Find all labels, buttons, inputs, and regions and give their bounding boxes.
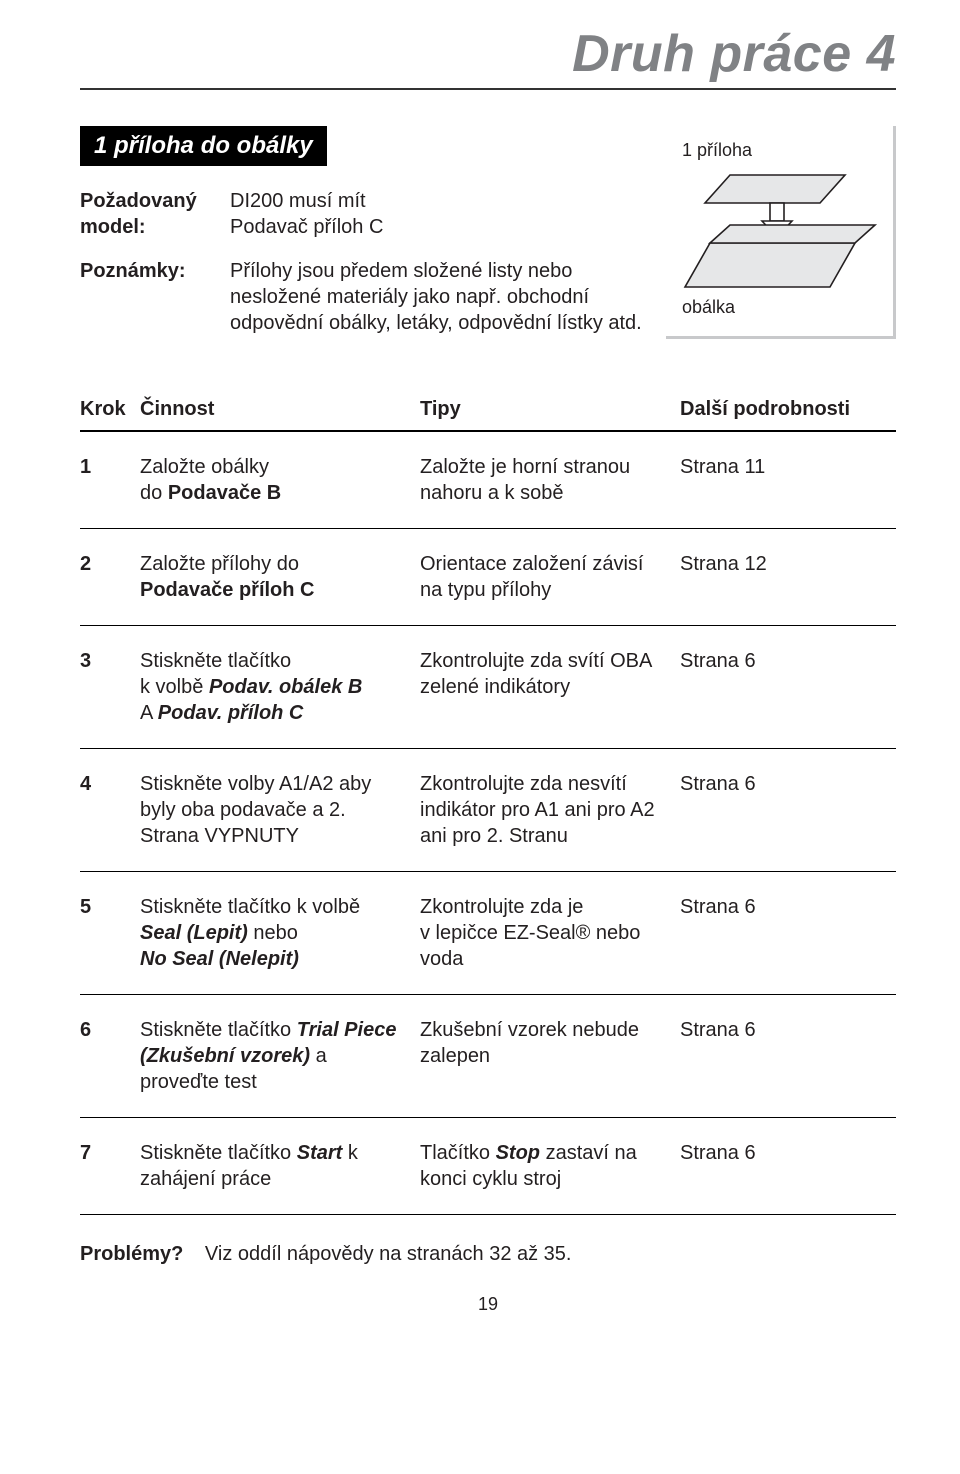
step-tip: Tlačítko Stop zastaví na konci cyklu str… — [420, 1140, 680, 1192]
troubleshoot-question: Problémy? — [80, 1243, 183, 1265]
table-row: 1Založte obálkydo Podavače BZaložte je h… — [80, 432, 896, 529]
step-action: Založte přílohy doPodavače příloh C — [140, 551, 420, 603]
table-row: 3Stiskněte tlačítkok volbě Podav. obálek… — [80, 626, 896, 749]
table-row: 2Založte přílohy doPodavače příloh COrie… — [80, 529, 896, 626]
step-number: 5 — [80, 894, 140, 972]
step-tip: Zkontrolujte zda je v lepičce EZ-Seal® n… — [420, 894, 680, 972]
insert-envelope-diagram — [680, 165, 880, 295]
step-number: 7 — [80, 1140, 140, 1192]
step-more: Strana 6 — [680, 771, 896, 849]
table-header: Krok Činnost Tipy Další podrobnosti — [80, 388, 896, 432]
meta-text: DI200 musí mítPodavač příloh C — [230, 188, 646, 240]
step-more: Strana 6 — [680, 894, 896, 972]
title-rule — [80, 88, 896, 90]
step-more: Strana 6 — [680, 1140, 896, 1192]
meta-notes: Poznámky: Přílohy jsou předem složené li… — [80, 258, 646, 336]
page-number: 19 — [80, 1294, 896, 1315]
step-tip: Založte je horní stranou nahoru a k sobě — [420, 454, 680, 506]
step-tip: Orientace založení závisí na typu příloh… — [420, 551, 680, 603]
step-more: Strana 6 — [680, 1017, 896, 1095]
step-action: Stiskněte tlačítkok volbě Podav. obálek … — [140, 648, 420, 726]
diagram-label-bottom: obálka — [682, 297, 883, 318]
meta-text: Přílohy jsou předem složené listy nebo n… — [230, 258, 646, 336]
step-number: 3 — [80, 648, 140, 726]
step-more: Strana 12 — [680, 551, 896, 603]
table-row: 5Stiskněte tlačítko k volbě Seal (Lepit)… — [80, 872, 896, 995]
section-badge: 1 příloha do obálky — [80, 126, 327, 166]
col-head-step: Krok — [80, 396, 140, 422]
step-more: Strana 6 — [680, 648, 896, 726]
step-number: 4 — [80, 771, 140, 849]
step-action: Stiskněte tlačítko k volbě Seal (Lepit) … — [140, 894, 420, 972]
table-row: 7Stiskněte tlačítko Start k zahájení prá… — [80, 1118, 896, 1215]
diagram-label-top: 1 příloha — [682, 140, 883, 161]
step-tip: Zkušební vzorek nebude zalepen — [420, 1017, 680, 1095]
col-head-tip: Tipy — [420, 396, 680, 422]
troubleshoot-line: Problémy? Viz oddíl nápovědy na stranách… — [80, 1243, 896, 1266]
troubleshoot-text: Viz oddíl nápovědy na stranách 32 až 35. — [205, 1243, 572, 1265]
step-action: Založte obálkydo Podavače B — [140, 454, 420, 506]
meta-label: Poznámky: — [80, 258, 230, 336]
table-body: 1Založte obálkydo Podavače BZaložte je h… — [80, 432, 896, 1215]
step-number: 2 — [80, 551, 140, 603]
col-head-action: Činnost — [140, 396, 420, 422]
meta-label: Požadovaný model: — [80, 188, 230, 240]
step-number: 1 — [80, 454, 140, 506]
col-head-more: Další podrobnosti — [680, 396, 896, 422]
step-number: 6 — [80, 1017, 140, 1095]
intro-row: 1 příloha do obálky Požadovaný model: DI… — [80, 126, 896, 354]
step-more: Strana 11 — [680, 454, 896, 506]
step-tip: Zkontrolujte zda nesvítí indikátor pro A… — [420, 771, 680, 849]
step-tip: Zkontrolujte zda svítí OBA zelené indiká… — [420, 648, 680, 726]
table-row: 6Stiskněte tlačítko Trial Piece (Zkušebn… — [80, 995, 896, 1118]
step-action: Stiskněte tlačítko Trial Piece (Zkušební… — [140, 1017, 420, 1095]
meta-required-model: Požadovaný model: DI200 musí mítPodavač … — [80, 188, 646, 240]
step-action: Stiskněte tlačítko Start k zahájení prác… — [140, 1140, 420, 1192]
page-title: Druh práce 4 — [80, 24, 896, 84]
diagram-box: 1 příloha obálka — [666, 126, 896, 339]
step-action: Stiskněte volby A1/A2 aby byly oba podav… — [140, 771, 420, 849]
table-row: 4Stiskněte volby A1/A2 aby byly oba poda… — [80, 749, 896, 872]
